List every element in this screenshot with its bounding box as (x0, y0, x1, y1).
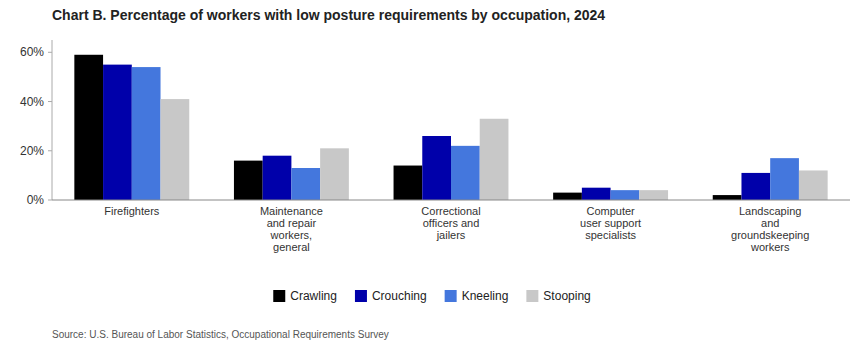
legend-item: Kneeling (445, 289, 509, 303)
y-tick (48, 150, 52, 151)
y-tick (48, 52, 52, 53)
bar (799, 170, 828, 200)
bar (103, 65, 132, 200)
bars (74, 55, 827, 200)
bar (74, 55, 103, 200)
legend-item: Stooping (526, 289, 590, 303)
x-tick-label: Correctionalofficers andjailers (421, 205, 480, 241)
chart: Chart B. Percentage of workers with low … (0, 0, 864, 348)
title: Chart B. Percentage of workers with low … (52, 7, 605, 23)
bar (234, 161, 263, 200)
bar (553, 193, 582, 200)
bar (582, 188, 611, 200)
y-tick (48, 101, 52, 102)
bar (611, 190, 640, 200)
x-axis-line (52, 200, 850, 201)
y-tick-label: 0% (27, 193, 45, 207)
x-tick-label: Computeruser supportspecialists (580, 205, 641, 241)
legend-swatch (355, 290, 367, 302)
legend-label: Crawling (290, 289, 337, 303)
legend-swatch (445, 290, 457, 302)
bar (132, 67, 161, 200)
bar (320, 148, 349, 200)
source: Source: U.S. Bureau of Labor Statistics,… (52, 329, 389, 340)
bar (741, 173, 770, 200)
y-tick-label: 20% (20, 144, 44, 158)
bar (422, 136, 451, 200)
x-tick-label: Firefighters (104, 205, 160, 217)
bar (713, 195, 742, 200)
legend-swatch (526, 290, 538, 302)
legend-swatch (273, 290, 285, 302)
legend-label: Kneeling (462, 289, 509, 303)
y-tick-label: 60% (20, 45, 44, 59)
bar (451, 146, 480, 200)
y-axis: 0% 20% 40% 60% (20, 40, 52, 207)
bar (161, 99, 190, 200)
y-tick-label: 40% (20, 95, 44, 109)
bar (291, 168, 320, 200)
legend-item: Crawling (273, 289, 337, 303)
x-tick-label: Landscapingandgroundskeepingworkers (731, 205, 809, 253)
y-tick (48, 200, 52, 201)
bar (480, 119, 509, 200)
legend-label: Stooping (543, 289, 590, 303)
legend-label: Crouching (372, 289, 427, 303)
legend-item: Crouching (355, 289, 427, 303)
bar (394, 166, 423, 200)
x-axis: Firefighters Maintenanceand repairworkers… (104, 205, 809, 253)
bar (770, 158, 799, 200)
bar (263, 156, 292, 200)
bar (639, 190, 668, 200)
legend: Crawling Crouching Kneeling Stooping (273, 289, 590, 303)
y-axis-line (52, 40, 53, 200)
x-tick-label: Maintenanceand repairworkers,general (260, 205, 323, 253)
